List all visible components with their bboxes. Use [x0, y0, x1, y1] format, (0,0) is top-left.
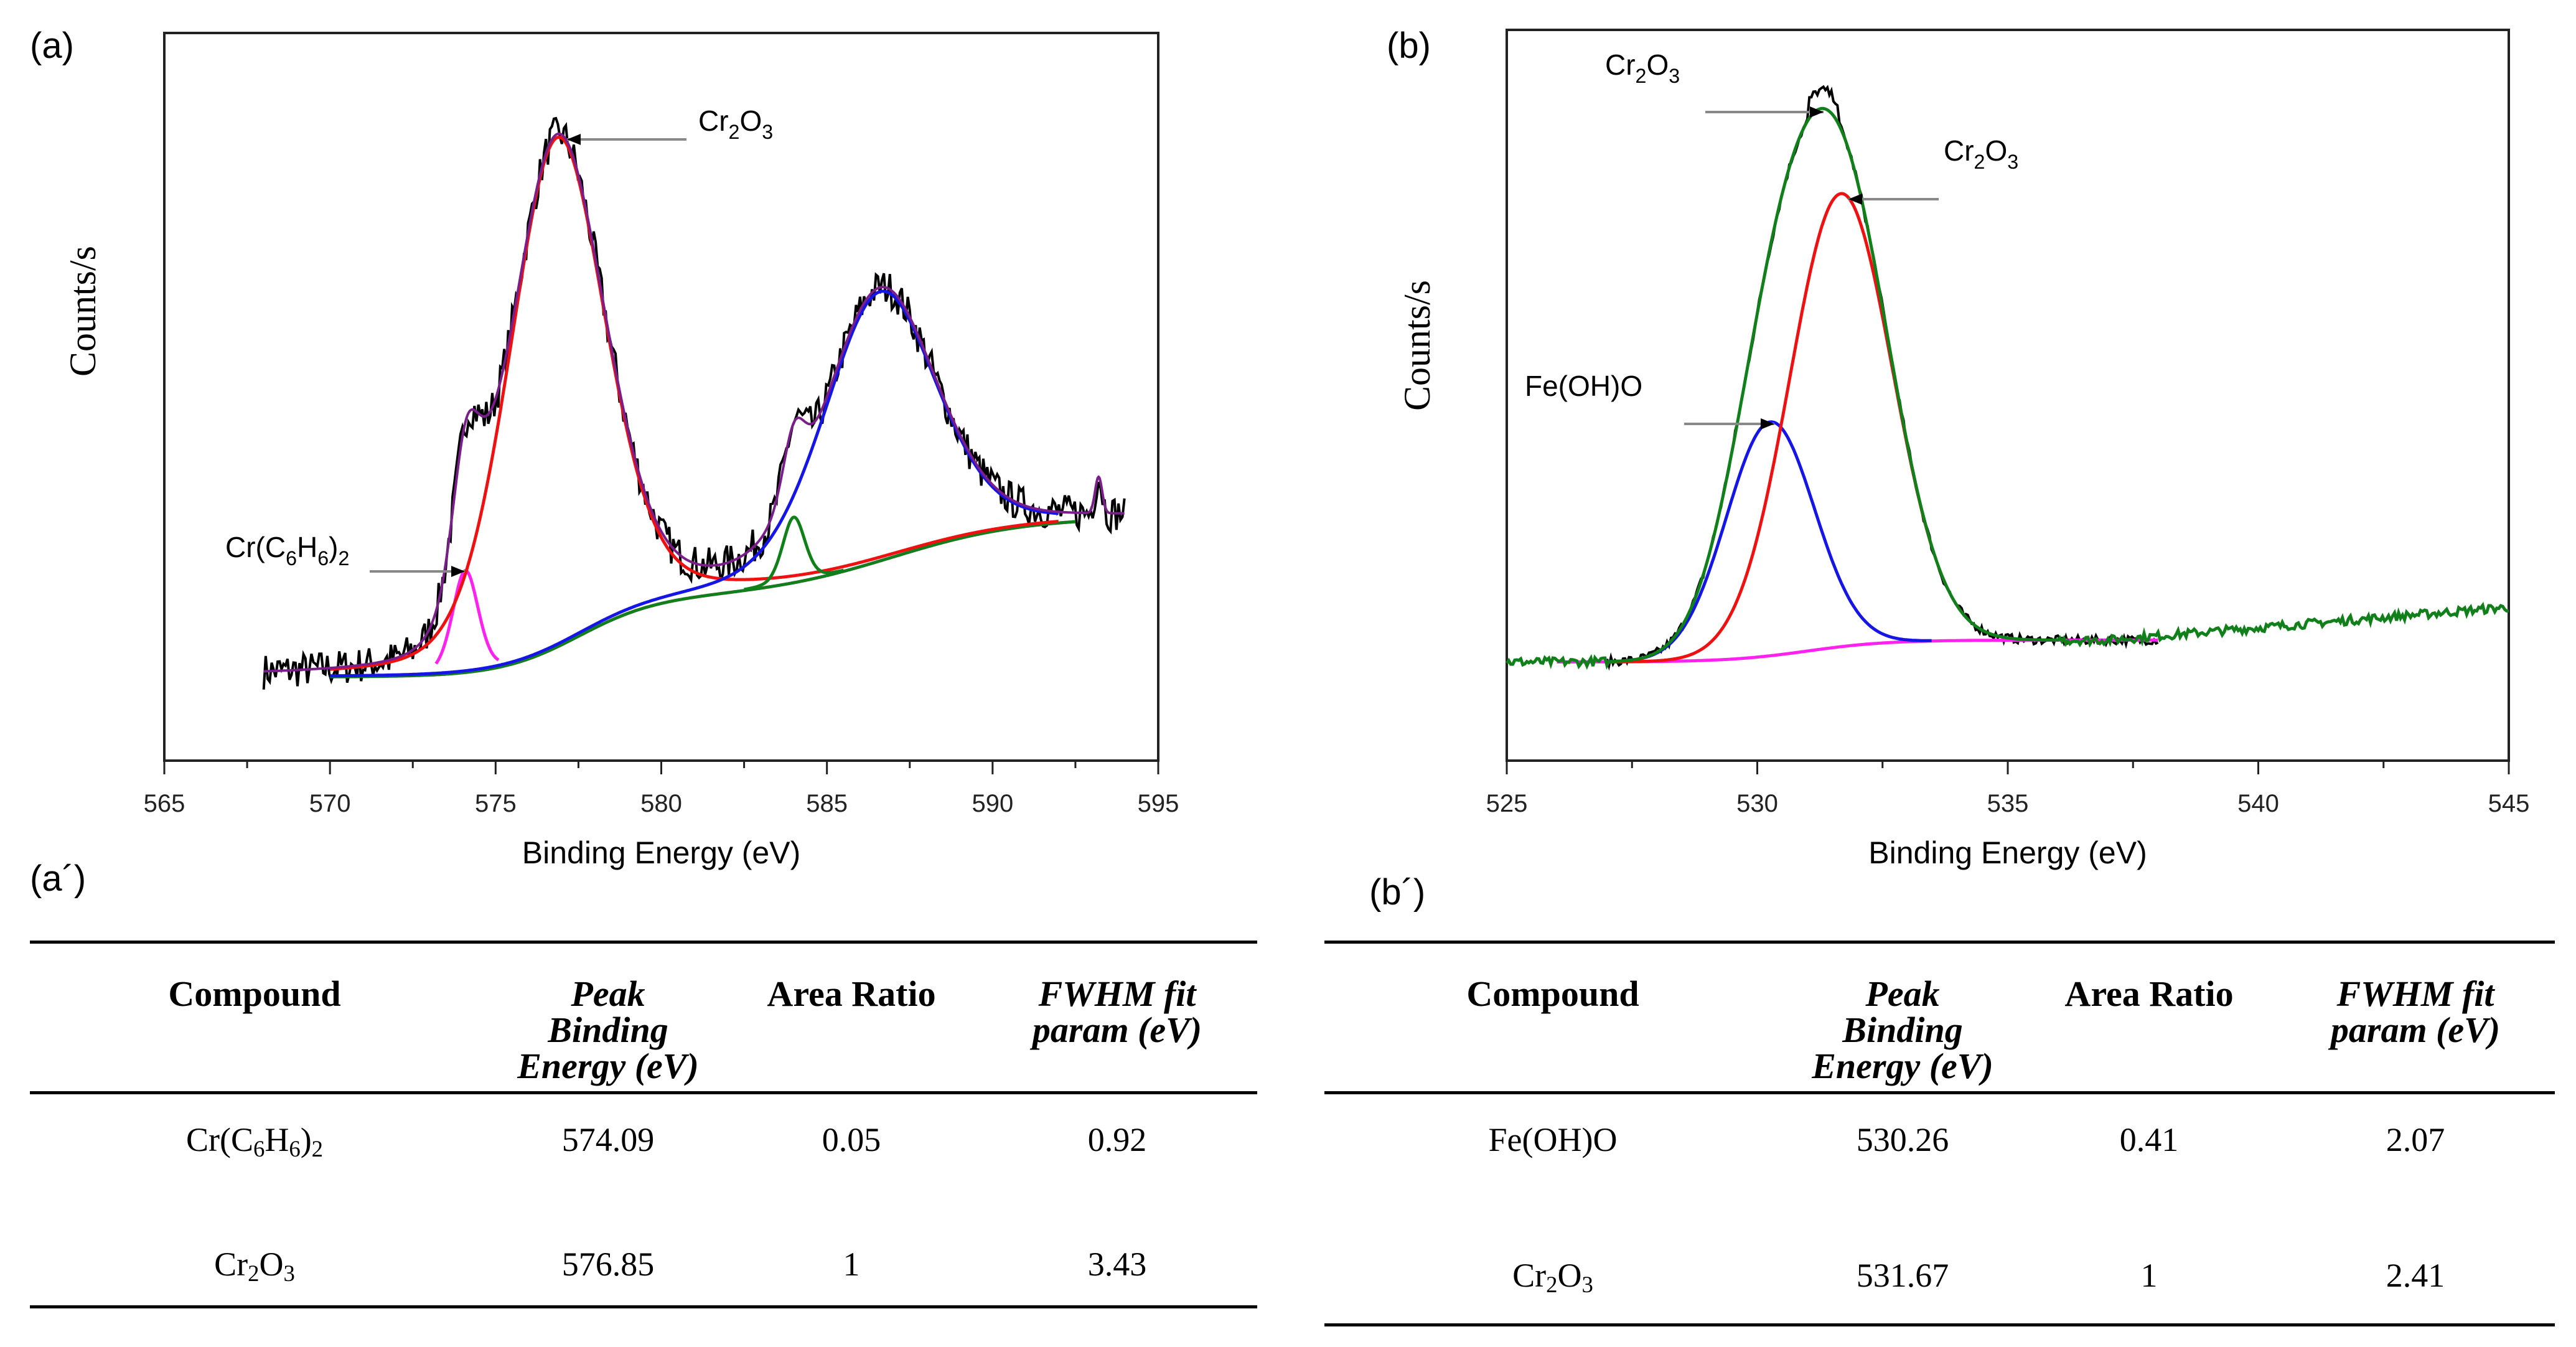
table-a-header: Energy (eV): [517, 1046, 699, 1086]
table-b-bottom-rule: [1324, 1323, 2555, 1326]
table-a-mid-rule: [30, 1091, 1257, 1094]
table-a-header: FWHM fit: [1038, 974, 1196, 1014]
table-b-compound-cell: Cr2O3: [1512, 1257, 1593, 1298]
table-b-header: FWHM fit: [2336, 974, 2494, 1014]
panel-label-b: (b): [1387, 26, 1431, 66]
table-a-header: param (eV): [1032, 1010, 1202, 1050]
table-b-value-cell: 1: [2140, 1257, 2158, 1294]
table-a-value-cell: 576.85: [561, 1246, 655, 1283]
panel-label-a-table: (a´): [30, 858, 87, 899]
table-b-value-cell: 0.41: [2119, 1121, 2179, 1158]
table-a-header: Binding: [548, 1010, 668, 1050]
series-raw-data: [262, 116, 1126, 690]
x-tick-label: 540: [2237, 790, 2279, 817]
annotation-cr-c6h6-arrow-head: [451, 566, 465, 577]
series-peak-blue: [1606, 420, 1932, 664]
series-peak-pink: [434, 569, 500, 665]
series-peak-green: [743, 515, 845, 591]
x-axis-title: Binding Energy (eV): [1868, 835, 2147, 870]
table-b-header: Area Ratio: [2064, 974, 2234, 1014]
table-a-value-cell: 0.05: [822, 1121, 881, 1158]
table-a-compound-cell: Cr(C6H6)2: [185, 1121, 324, 1162]
series-peak-red: [1606, 192, 1933, 664]
table-b-value-cell: 530.26: [1856, 1121, 1949, 1158]
table-a-value-cell: 0.92: [1087, 1121, 1147, 1158]
annotation-cr-c6h6: Cr(C6H6)2: [225, 531, 349, 570]
x-tick-label: 530: [1736, 790, 1778, 817]
table-a-header: Peak: [571, 974, 645, 1014]
x-axis-title: Binding Energy (eV): [522, 835, 800, 870]
panel-label-a: (a): [30, 26, 74, 66]
plot-frame: [163, 32, 1159, 762]
chart-a: 565 570 575 580 585 590 595 Binding Energy (eV)…: [62, 32, 1179, 870]
xps-charts: 565 570 575 580 585 590 595 Binding Energy (eV)…: [62, 29, 2530, 870]
series-envelope: [1506, 106, 2509, 670]
x-tick-label: 595: [1138, 790, 1179, 817]
x-tick-label: 585: [806, 790, 848, 817]
x-tick-label: 525: [1486, 790, 1528, 817]
table-b-compound-cell: Fe(OH)O: [1488, 1121, 1618, 1158]
y-axis-title: Counts/s: [1397, 280, 1438, 411]
series-envelope: [263, 132, 1125, 673]
x-tick-label: 565: [144, 790, 185, 817]
annotation-cr2o3: Cr2O3: [698, 105, 773, 143]
table-a-bottom-rule: [30, 1305, 1257, 1308]
x-tick-label: 535: [1987, 790, 2029, 817]
table-b-header: param (eV): [2330, 1010, 2501, 1050]
table-b-top-rule: [1324, 941, 2555, 944]
table-b-header: Binding: [1842, 1010, 1963, 1050]
annotation-cr2o3-total: Cr2O3: [1605, 49, 1680, 87]
table-a-header: Compound: [168, 974, 341, 1014]
annotation-cr2o3-arrow-head: [1848, 194, 1862, 205]
table-a-value-cell: 3.43: [1087, 1246, 1147, 1283]
table-a-top-rule: [30, 941, 1257, 944]
table-b-mid-rule: [1324, 1091, 2555, 1094]
x-tick-label: 575: [475, 790, 517, 817]
series-raw-data: [1606, 85, 2159, 671]
table-b-header: Energy (eV): [1812, 1046, 1993, 1086]
series-peak-blue: [329, 289, 1059, 678]
series-peak-red: [329, 135, 1059, 671]
table-b-header: Peak: [1865, 974, 1940, 1014]
x-tick-label: 570: [309, 790, 351, 817]
panel-label-b-table: (b´): [1369, 872, 1426, 913]
x-tick-label: 580: [640, 790, 682, 817]
annotation-feoho-arrow-head: [1761, 418, 1774, 429]
table-b-header: Compound: [1466, 974, 1639, 1014]
table-a-value-cell: 1: [843, 1246, 860, 1283]
x-tick-label: 545: [2488, 790, 2530, 817]
annotation-cr2o3: Cr2O3: [1944, 134, 2018, 173]
annotation-cr2o3-arrow-head: [567, 134, 581, 145]
table-a-compound-cell: Cr2O3: [214, 1246, 295, 1287]
annotation-feoho: Fe(OH)O: [1525, 370, 1642, 402]
annotation-cr2o3-total-arrow-head: [1810, 106, 1824, 118]
table-b-value-cell: 2.07: [2386, 1121, 2445, 1158]
chart-b: 525 530 535 540 545 Binding Energy (eV) Counts…: [1397, 29, 2530, 870]
table-b-value-cell: 2.41: [2386, 1257, 2445, 1294]
table-a-header: Area Ratio: [767, 974, 936, 1014]
y-axis-title: Counts/s: [62, 246, 103, 377]
series-background-green: [329, 520, 1076, 678]
table-a-value-cell: 574.09: [561, 1121, 655, 1158]
x-tick-label: 590: [972, 790, 1013, 817]
table-b-value-cell: 531.67: [1856, 1257, 1949, 1294]
